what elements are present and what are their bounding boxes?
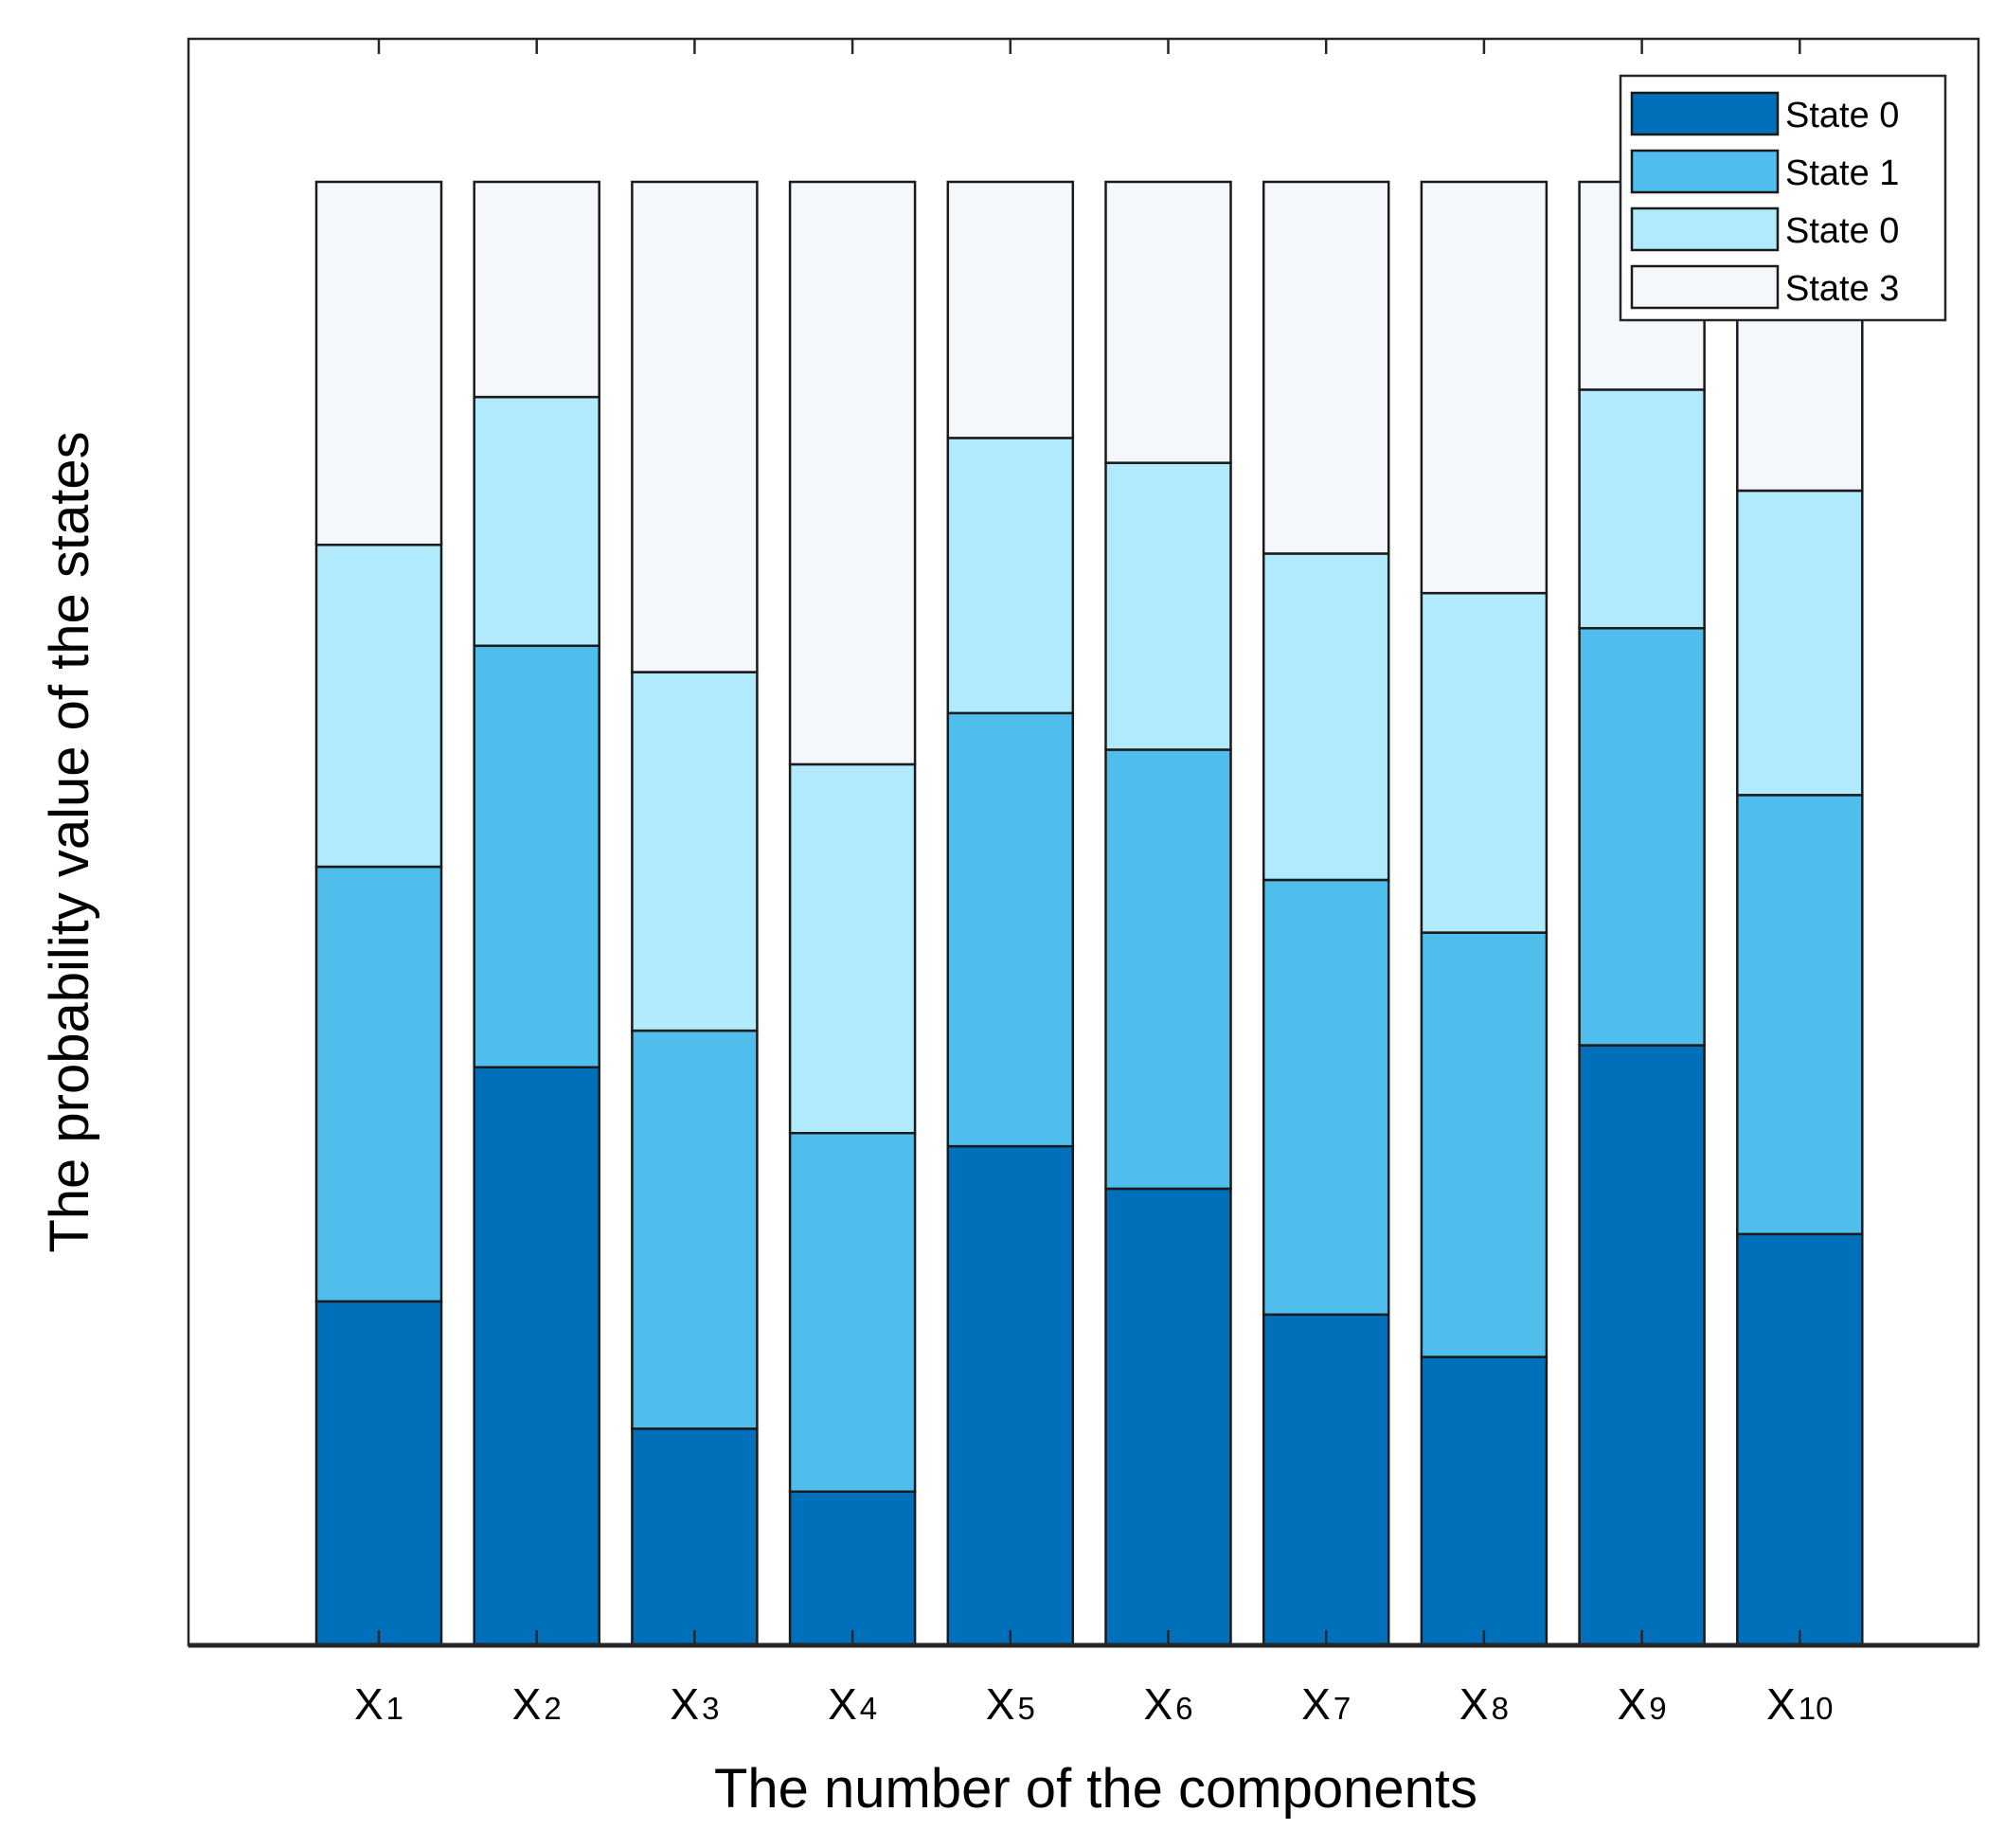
bar-segment-x8-series-1 (1420, 931, 1549, 1358)
bar-segment-x8-series-3 (1420, 180, 1549, 595)
x-tick-label: X9 (1618, 1679, 1667, 1729)
bar-segment-x4-series-3 (788, 180, 917, 766)
x-tick-label: X10 (1766, 1679, 1833, 1729)
bar-segment-x2-series-2 (473, 395, 600, 648)
bar-segment-x3-series-0 (631, 1427, 759, 1647)
bar-segment-x6-series-1 (1104, 748, 1232, 1191)
bar-stacks (314, 180, 1864, 1647)
x-tick-label-subscript: 10 (1799, 1691, 1834, 1726)
bar-segment-x5-series-1 (946, 711, 1075, 1148)
bar-segment-x3-series-2 (631, 671, 759, 1032)
x-tick-label: X1 (354, 1679, 403, 1729)
x-tick-label-base: X (1618, 1679, 1647, 1729)
bar-segment-x7-series-1 (1262, 878, 1390, 1317)
bar-segment-x2-series-1 (473, 644, 600, 1068)
bar-segment-x6-series-3 (1104, 180, 1232, 464)
bar-segment-x1-series-1 (314, 865, 443, 1303)
bar-segment-x1-series-3 (314, 180, 443, 547)
x-tick-label-base: X (512, 1679, 542, 1729)
y-axis-title: The probability value of the states (39, 431, 100, 1252)
bar-segment-x10-series-0 (1736, 1232, 1864, 1647)
x-tick-label-base: X (1459, 1679, 1489, 1729)
x-tick-label-subscript: 5 (1017, 1691, 1034, 1726)
x-tick-label: X4 (828, 1679, 877, 1729)
bar-segment-x6-series-2 (1104, 461, 1232, 751)
legend-swatch (1630, 264, 1780, 310)
bar-segment-x4-series-2 (788, 763, 917, 1135)
x-tick-label-base: X (828, 1679, 857, 1729)
x-tick-label-subscript: 1 (386, 1691, 403, 1726)
bar-segment-x8-series-0 (1420, 1355, 1549, 1647)
legend-swatch (1630, 149, 1780, 194)
x-tick-label-base: X (1143, 1679, 1173, 1729)
bar-segment-x5-series-0 (946, 1144, 1075, 1647)
x-tick-label-subscript: 7 (1334, 1691, 1351, 1726)
bar-segment-x2-series-3 (473, 180, 600, 399)
x-axis-title: The number of the components (714, 1758, 1477, 1820)
bar-segment-x4-series-1 (788, 1132, 917, 1494)
x-tick-label: X2 (512, 1679, 562, 1729)
bar-segment-x1-series-0 (314, 1300, 443, 1647)
x-tick-label-subscript: 3 (702, 1691, 719, 1726)
legend-swatch (1630, 206, 1780, 252)
x-tick-label-subscript: 4 (860, 1691, 877, 1726)
x-tick-label-subscript: 2 (544, 1691, 561, 1726)
bar-segment-x10-series-1 (1736, 794, 1864, 1236)
bar-segment-x7-series-3 (1262, 180, 1390, 555)
bar-segment-x7-series-0 (1262, 1313, 1390, 1647)
x-tick-label: X5 (986, 1679, 1035, 1729)
x-tick-label-subscript: 8 (1492, 1691, 1509, 1726)
legend-swatch (1630, 91, 1780, 136)
bar-segment-x8-series-2 (1420, 591, 1549, 934)
x-axis-tick-labels: X1 X2 X3 X4 X5 X6 X7 X8 X9 X10 (354, 1679, 1834, 1729)
x-axis-ticks (377, 1630, 1801, 1645)
legend-items: State 0 State 1 State 0 State 3 (1630, 91, 1899, 310)
bar-segment-x4-series-0 (788, 1490, 917, 1647)
x-tick-label: X3 (670, 1679, 719, 1729)
top-axis-ticks (377, 39, 1801, 54)
x-tick-label-base: X (670, 1679, 699, 1729)
x-tick-label: X7 (1301, 1679, 1351, 1729)
bar-segment-x10-series-2 (1736, 489, 1864, 797)
legend-label: State 0 (1785, 211, 1899, 251)
x-tick-label: X6 (1143, 1679, 1192, 1729)
bar-segment-x5-series-2 (946, 437, 1075, 715)
x-tick-label-base: X (986, 1679, 1015, 1729)
bar-segment-x6-series-0 (1104, 1187, 1232, 1647)
bar-segment-x3-series-1 (631, 1029, 759, 1430)
bar-segment-x5-series-3 (946, 180, 1075, 440)
legend-label: State 3 (1785, 269, 1899, 309)
legend-label: State 0 (1785, 96, 1899, 135)
bar-segment-x9-series-2 (1578, 388, 1706, 630)
x-tick-label: X8 (1459, 1679, 1509, 1729)
x-tick-label-subscript: 9 (1649, 1691, 1666, 1726)
bar-segment-x9-series-0 (1578, 1044, 1706, 1647)
bar-segment-x7-series-2 (1262, 552, 1390, 882)
bar-segment-x3-series-3 (631, 180, 759, 673)
x-tick-label-base: X (354, 1679, 384, 1729)
x-tick-label-subscript: 6 (1175, 1691, 1192, 1726)
legend-label: State 1 (1785, 153, 1899, 193)
x-tick-label-base: X (1301, 1679, 1331, 1729)
bar-segment-x9-series-1 (1578, 626, 1706, 1047)
bar-segment-x2-series-0 (473, 1066, 600, 1647)
legend: State 0 State 1 State 0 State 3 (1619, 74, 1947, 322)
x-tick-label-base: X (1766, 1679, 1796, 1729)
bar-segment-x1-series-2 (314, 543, 443, 869)
